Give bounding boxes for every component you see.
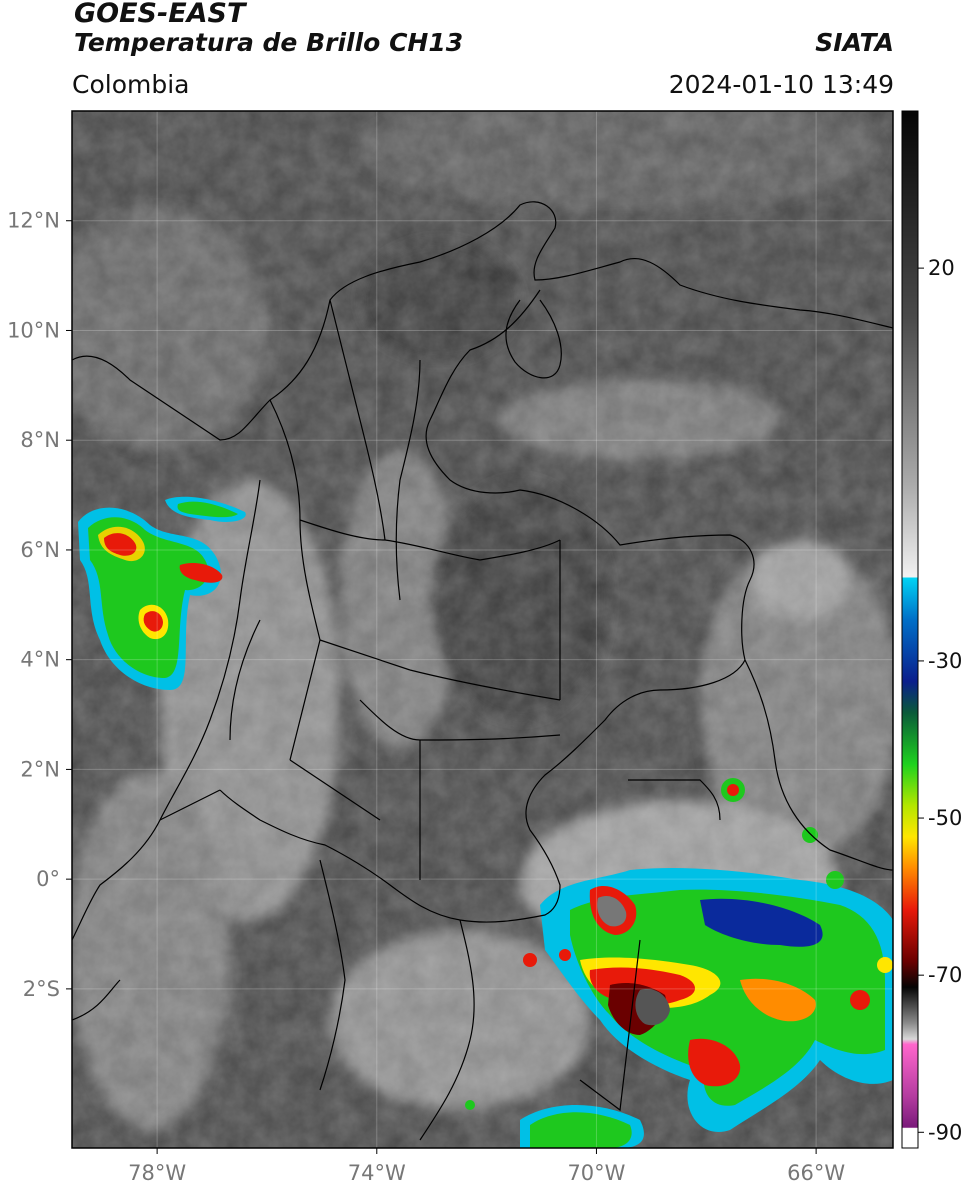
colorbar-tick-label: 20 <box>928 256 955 280</box>
lat-tick-label: 8°N <box>20 428 60 452</box>
lon-tick-label: 70°W <box>567 1161 625 1185</box>
satellite-title: GOES-EAST <box>74 0 246 29</box>
lat-tick-label: 12°N <box>7 209 60 233</box>
timestamp-label: 2024-01-10 13:49 <box>668 70 894 99</box>
map-frame <box>71 110 894 1149</box>
colorbar-tick-label: -30 <box>928 649 962 673</box>
lon-tick-label: 66°W <box>787 1161 845 1185</box>
colorbar-tick-label: -70 <box>928 963 962 987</box>
lat-tick-label: 4°N <box>20 648 60 672</box>
longitude-axis: 78°W 74°W 70°W 66°W <box>128 1148 845 1185</box>
colorbar <box>901 110 919 1149</box>
lon-tick-label: 74°W <box>348 1161 406 1185</box>
colorbar-tick-label: -90 <box>928 1120 962 1144</box>
lat-tick-label: 0° <box>36 867 60 891</box>
lat-tick-label: 6°N <box>20 538 60 562</box>
brazil-border <box>579 939 641 1112</box>
lat-tick-label: 2°S <box>23 977 60 1001</box>
graticule <box>72 111 893 1148</box>
latitude-axis: 12°N 10°N 8°N 6°N 4°N 2°N 0° 2°S <box>7 209 72 1001</box>
political-borders <box>72 201 893 1141</box>
lat-tick-label: 2°N <box>20 757 60 781</box>
lat-tick-label: 10°N <box>7 318 60 342</box>
colorbar-ticks: 20 -30 -50 -70 -90 <box>918 256 962 1144</box>
satellite-image <box>72 111 893 1148</box>
convection-pacific <box>78 496 246 690</box>
region-label: Colombia <box>72 70 190 99</box>
convection-amazon <box>465 778 893 1148</box>
agency-label: SIATA <box>815 28 894 57</box>
lon-tick-label: 78°W <box>128 1161 186 1185</box>
colorbar-tick-label: -50 <box>928 806 962 830</box>
product-title: Temperatura de Brillo CH13 <box>74 28 464 57</box>
